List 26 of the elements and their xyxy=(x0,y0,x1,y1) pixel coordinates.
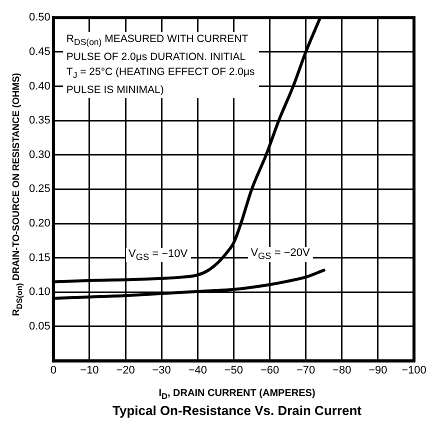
x-tick-label: −20 xyxy=(116,364,135,376)
x-tick-label: 0 xyxy=(50,364,56,376)
y-tick-label: 0.05 xyxy=(28,320,50,333)
x-tick-label: −70 xyxy=(296,364,316,376)
x-tick-label: −100 xyxy=(402,364,426,376)
text: Typical On-Resistance Vs. Drain Current xyxy=(112,403,362,418)
y-tick-label: 0.35 xyxy=(28,114,50,127)
annotation: R$_{DS(on)}$ MEASURED WITH CURRENT PULSE OF 2.0μs DURATION. INITIAL T$_{J}$ = 25°C (HEATING EFFECT OF 2.0μs PULSE IS MINIMAL) xyxy=(63,32,260,98)
y-tick-label: 0.50 xyxy=(28,12,50,24)
y-tick-label: 0.15 xyxy=(28,252,50,264)
x-tick-label: −40 xyxy=(188,364,207,376)
x-tick-label: −30 xyxy=(152,364,171,376)
y-tick-label: 0.25 xyxy=(28,183,50,196)
x-tick-label: −90 xyxy=(368,364,388,376)
y-tick-label: 0.45 xyxy=(28,46,50,58)
x-tick-label: −80 xyxy=(332,364,352,376)
x-axis-title: I$_{D}$, DRAIN CURRENT (AMPERES) xyxy=(158,388,316,401)
y-tick-label: 0.30 xyxy=(28,148,50,161)
x-tick-label: −10 xyxy=(80,364,99,376)
series-label: V$_{GS}$ = −10V xyxy=(126,248,191,262)
x-tick-label: −60 xyxy=(260,364,280,376)
series-label: V$_{GS}$ = −20V xyxy=(248,247,313,262)
y-tick-label: 0.10 xyxy=(28,286,50,298)
y-tick-label: 0.20 xyxy=(28,218,50,230)
y-tick-label: 0.40 xyxy=(28,80,50,92)
x-tick-label: −50 xyxy=(224,364,244,376)
